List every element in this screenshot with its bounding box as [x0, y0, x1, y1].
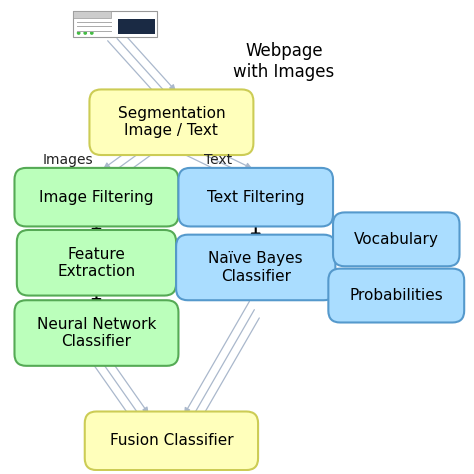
Text: Naïve Bayes
Classifier: Naïve Bayes Classifier [209, 251, 303, 283]
Text: Vocabulary: Vocabulary [354, 232, 439, 247]
FancyBboxPatch shape [90, 90, 254, 155]
Circle shape [77, 31, 81, 35]
FancyBboxPatch shape [328, 269, 464, 322]
Text: Segmentation
Image / Text: Segmentation Image / Text [118, 106, 225, 138]
FancyBboxPatch shape [15, 168, 178, 227]
FancyBboxPatch shape [15, 300, 178, 366]
FancyBboxPatch shape [17, 230, 176, 296]
Text: Webpage
with Images: Webpage with Images [233, 42, 335, 81]
Text: Probabilities: Probabilities [349, 288, 443, 303]
Bar [118, 19, 155, 35]
Bar [73, 11, 157, 37]
Text: Text: Text [204, 153, 232, 167]
Bar [73, 11, 111, 18]
Text: Image Filtering: Image Filtering [39, 190, 154, 205]
FancyBboxPatch shape [178, 168, 333, 227]
Circle shape [90, 31, 94, 35]
Text: Feature
Extraction: Feature Extraction [57, 246, 136, 279]
FancyBboxPatch shape [176, 235, 336, 300]
Text: Text Filtering: Text Filtering [207, 190, 304, 205]
FancyBboxPatch shape [85, 411, 258, 470]
Text: Images: Images [43, 153, 94, 167]
Text: Fusion Classifier: Fusion Classifier [109, 433, 233, 448]
Text: Neural Network
Classifier: Neural Network Classifier [37, 317, 156, 349]
Circle shape [83, 31, 87, 35]
FancyBboxPatch shape [333, 212, 459, 266]
